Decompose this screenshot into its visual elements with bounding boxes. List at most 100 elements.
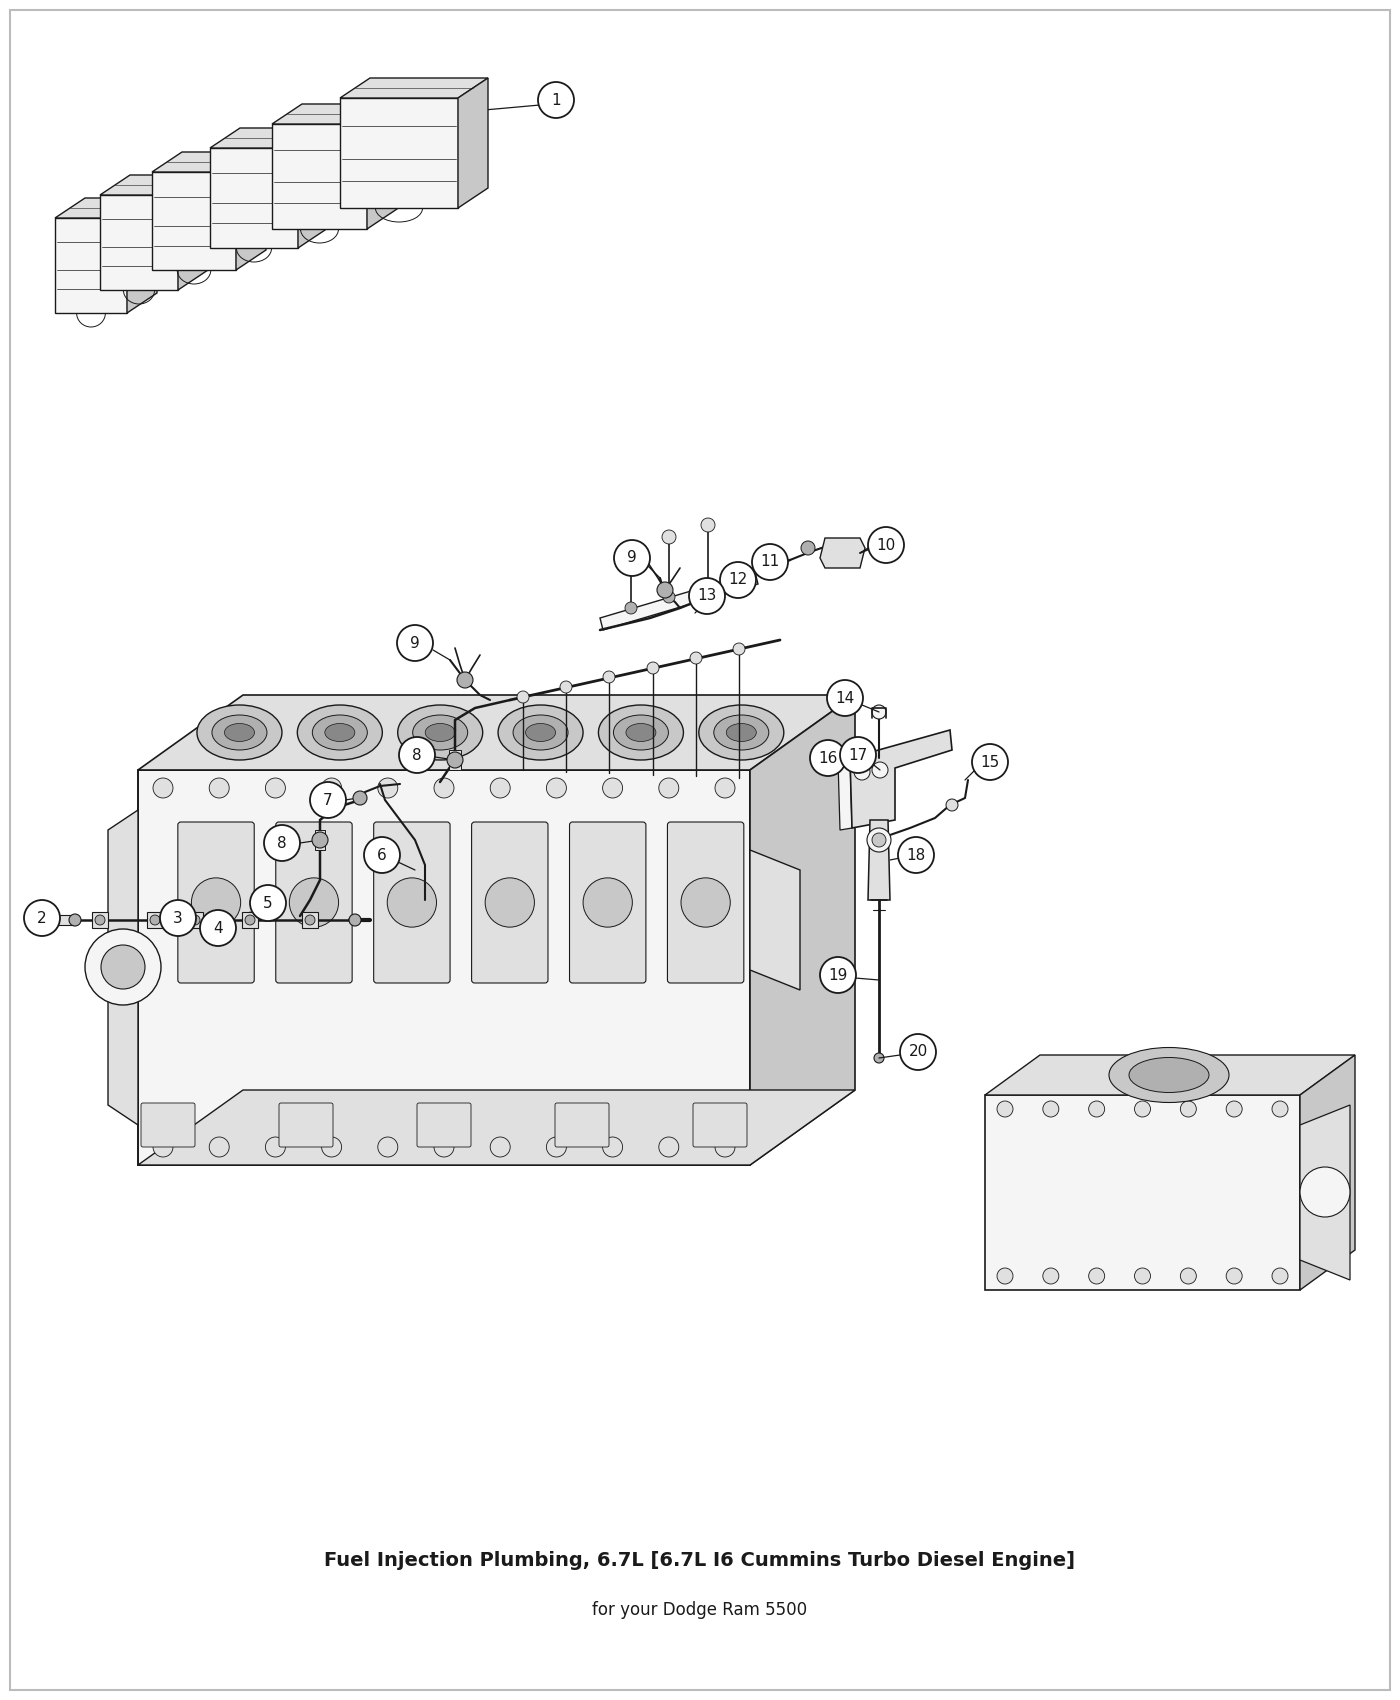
Text: 19: 19 [829, 967, 847, 983]
Circle shape [245, 915, 255, 925]
Circle shape [867, 828, 890, 852]
Circle shape [1134, 1268, 1151, 1284]
Ellipse shape [714, 716, 769, 750]
Polygon shape [986, 1056, 1355, 1095]
Ellipse shape [312, 716, 367, 750]
Polygon shape [127, 197, 157, 313]
Text: 6: 6 [377, 848, 386, 862]
Circle shape [1043, 1268, 1058, 1284]
Ellipse shape [413, 716, 468, 750]
Polygon shape [57, 915, 76, 925]
Circle shape [659, 1137, 679, 1158]
Ellipse shape [1128, 1057, 1210, 1093]
FancyBboxPatch shape [279, 1103, 333, 1148]
Polygon shape [153, 172, 237, 270]
Circle shape [1226, 1102, 1242, 1117]
Ellipse shape [426, 724, 455, 741]
Polygon shape [601, 571, 757, 631]
Polygon shape [139, 695, 855, 770]
Text: 9: 9 [410, 636, 420, 651]
Circle shape [854, 763, 869, 780]
Circle shape [290, 877, 339, 927]
Polygon shape [458, 78, 489, 207]
Polygon shape [298, 128, 328, 248]
Circle shape [322, 779, 342, 797]
Circle shape [69, 915, 81, 926]
Circle shape [1180, 1102, 1197, 1117]
Circle shape [1301, 1166, 1350, 1217]
Circle shape [266, 779, 286, 797]
FancyBboxPatch shape [472, 823, 547, 983]
Text: 2: 2 [38, 911, 46, 925]
Circle shape [1273, 1268, 1288, 1284]
Text: 17: 17 [848, 748, 868, 763]
Circle shape [399, 738, 435, 774]
Circle shape [897, 836, 934, 874]
Circle shape [657, 581, 673, 598]
Text: 11: 11 [760, 554, 780, 570]
Polygon shape [108, 809, 139, 1125]
Polygon shape [55, 197, 157, 218]
Circle shape [801, 541, 815, 554]
Circle shape [349, 915, 361, 926]
Ellipse shape [626, 724, 657, 741]
Text: 12: 12 [728, 573, 748, 588]
Circle shape [209, 779, 230, 797]
Polygon shape [272, 104, 398, 124]
Ellipse shape [525, 724, 556, 741]
Ellipse shape [699, 706, 784, 760]
Polygon shape [272, 124, 367, 230]
Text: 18: 18 [906, 848, 925, 862]
Circle shape [434, 779, 454, 797]
Circle shape [872, 706, 886, 719]
Circle shape [312, 831, 328, 848]
Circle shape [624, 602, 637, 614]
Circle shape [434, 1137, 454, 1158]
Circle shape [95, 915, 105, 925]
Circle shape [101, 945, 146, 989]
Circle shape [701, 518, 715, 532]
Text: 3: 3 [174, 911, 183, 925]
Polygon shape [139, 770, 750, 1164]
Circle shape [546, 1137, 567, 1158]
Polygon shape [99, 196, 178, 291]
Polygon shape [340, 78, 489, 99]
Ellipse shape [224, 724, 255, 741]
Circle shape [1273, 1102, 1288, 1117]
Circle shape [602, 1137, 623, 1158]
FancyBboxPatch shape [374, 823, 449, 983]
Circle shape [603, 672, 615, 683]
Text: 8: 8 [412, 748, 421, 763]
Circle shape [820, 957, 855, 993]
Text: 16: 16 [819, 750, 837, 765]
Circle shape [900, 1034, 937, 1069]
Circle shape [715, 1137, 735, 1158]
Circle shape [190, 915, 200, 925]
Polygon shape [139, 1090, 855, 1164]
Circle shape [811, 740, 846, 775]
Circle shape [378, 779, 398, 797]
Circle shape [701, 580, 714, 592]
Polygon shape [188, 911, 203, 928]
Circle shape [624, 541, 638, 554]
Polygon shape [242, 911, 258, 928]
Circle shape [24, 899, 60, 937]
Circle shape [538, 82, 574, 117]
Polygon shape [340, 99, 458, 207]
Circle shape [153, 779, 174, 797]
Ellipse shape [197, 706, 281, 760]
Circle shape [1089, 1268, 1105, 1284]
Polygon shape [820, 537, 865, 568]
Ellipse shape [1109, 1047, 1229, 1103]
Circle shape [997, 1268, 1014, 1284]
Ellipse shape [325, 724, 354, 741]
FancyBboxPatch shape [570, 823, 645, 983]
Circle shape [680, 877, 731, 927]
Ellipse shape [297, 706, 382, 760]
Polygon shape [367, 104, 398, 230]
Circle shape [490, 1137, 510, 1158]
Circle shape [690, 653, 701, 665]
Circle shape [546, 779, 567, 797]
Circle shape [662, 530, 676, 544]
Polygon shape [237, 151, 266, 270]
